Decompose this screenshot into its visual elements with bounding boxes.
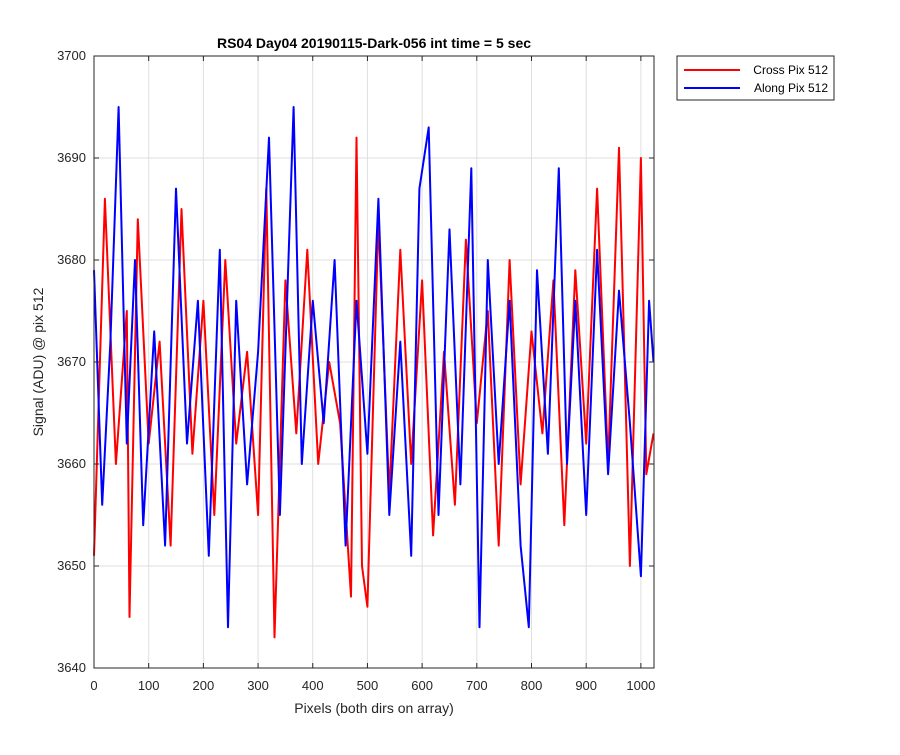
series-line-0 bbox=[93, 136, 655, 639]
y-tick-label: 3680 bbox=[57, 252, 86, 267]
x-axis-title: Pixels (both dirs on array) bbox=[294, 700, 454, 716]
axis-ticks: 0 100 200 300 400 500 600 700 800 900 1000 3640 3650… bbox=[57, 48, 655, 693]
legend[interactable]: Cross Pix 512 Along Pix 512 bbox=[676, 55, 835, 101]
y-tick-label: 3700 bbox=[57, 48, 86, 63]
x-tick-label: 800 bbox=[521, 678, 543, 693]
legend-label-along: Along Pix 512 bbox=[754, 81, 828, 95]
y-tick-label: 3650 bbox=[57, 558, 86, 573]
series-group bbox=[93, 106, 655, 639]
series-line-1 bbox=[93, 106, 655, 629]
x-tick-label: 200 bbox=[193, 678, 215, 693]
y-axis-title: Signal (ADU) @ pix 512 bbox=[30, 287, 46, 436]
legend-label-cross: Cross Pix 512 bbox=[753, 63, 828, 77]
y-tick-label: 3660 bbox=[57, 456, 86, 471]
y-tick-label: 3670 bbox=[57, 354, 86, 369]
y-tick-label: 3690 bbox=[57, 150, 86, 165]
y-tick-label: 3640 bbox=[57, 660, 86, 675]
x-tick-label: 100 bbox=[138, 678, 160, 693]
x-tick-label: 300 bbox=[247, 678, 269, 693]
x-tick-label: 1000 bbox=[626, 678, 655, 693]
x-tick-label: 500 bbox=[357, 678, 379, 693]
x-tick-label: 900 bbox=[575, 678, 597, 693]
legend-box bbox=[676, 55, 835, 101]
x-tick-label: 600 bbox=[411, 678, 433, 693]
x-tick-label: 400 bbox=[302, 678, 324, 693]
x-tick-label: 0 bbox=[90, 678, 97, 693]
x-tick-label: 700 bbox=[466, 678, 488, 693]
chart-title: RS04 Day04 20190115-Dark-056 int time = … bbox=[217, 35, 531, 51]
